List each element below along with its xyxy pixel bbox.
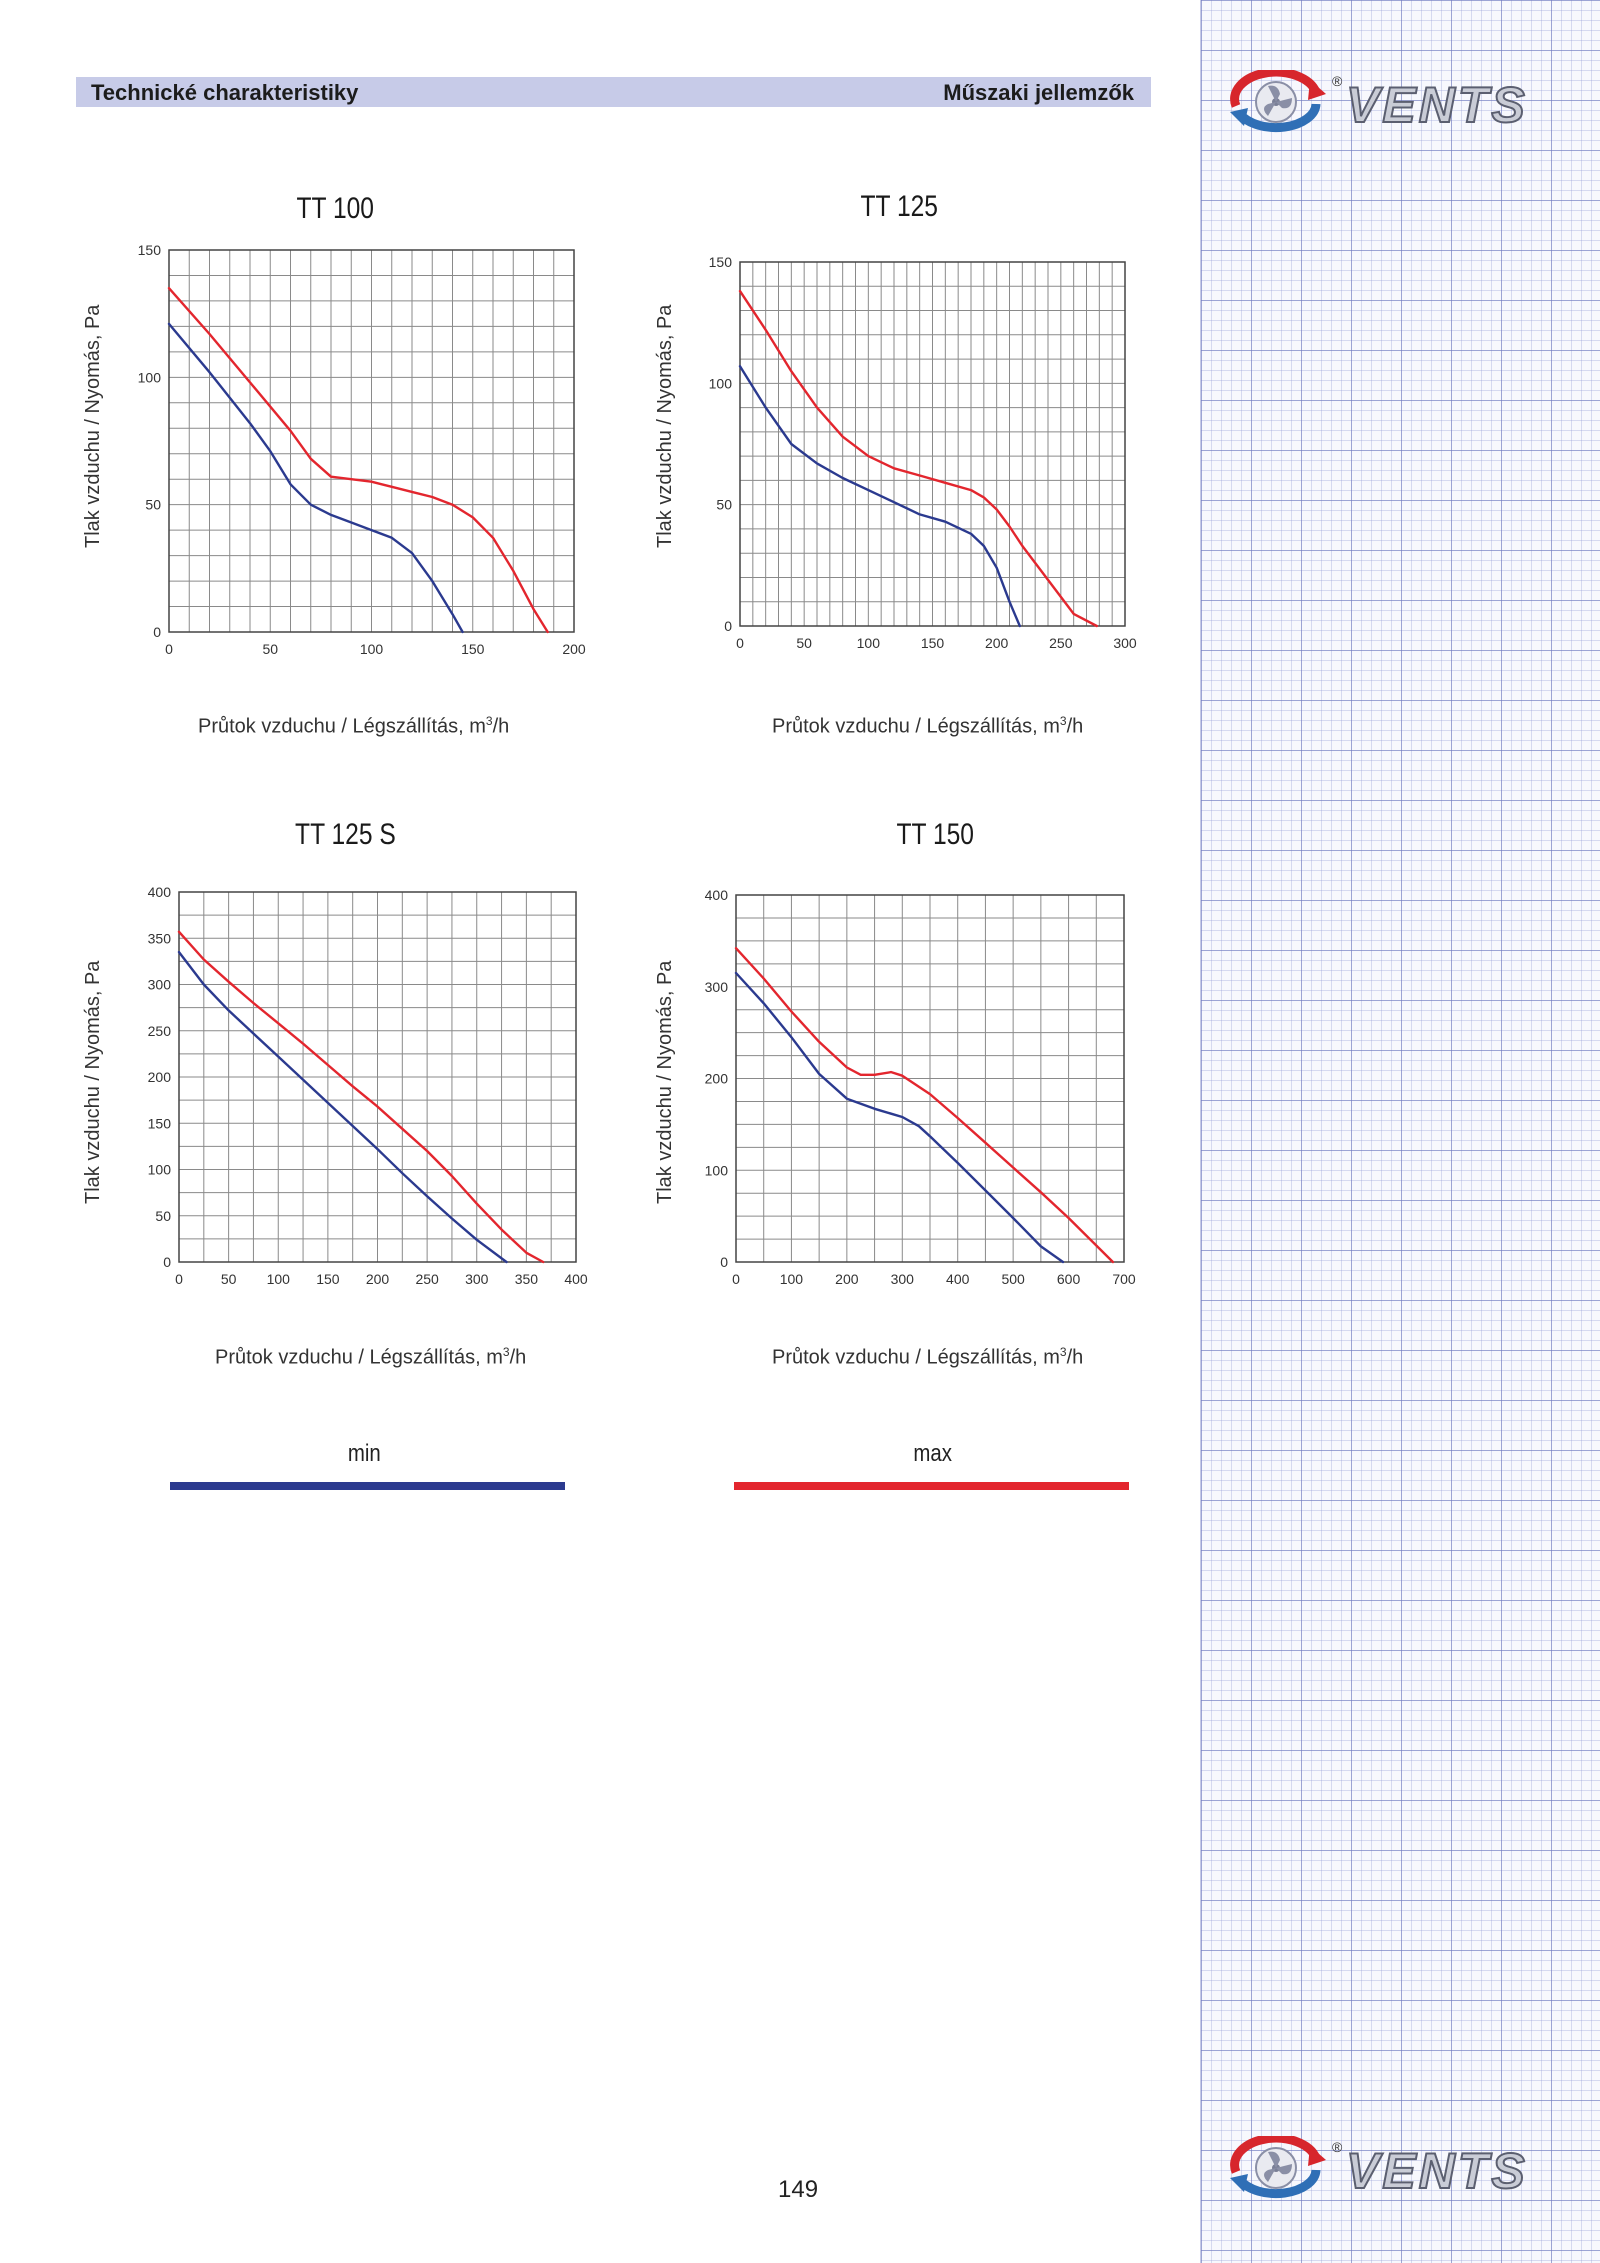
y-tick-label: 150 (709, 254, 733, 270)
plot-frame (178, 891, 577, 1263)
y-tick-label: 250 (148, 1023, 172, 1039)
x-tick-label: 400 (946, 1271, 970, 1287)
header-left-title: Technické charakteristiky (91, 80, 359, 105)
x-tick-label: 400 (564, 1271, 588, 1287)
series-line-min (738, 365, 1021, 628)
registered-mark: ® (1332, 73, 1343, 89)
y-tick-label: 150 (148, 1115, 172, 1131)
x-tick-label: 100 (267, 1271, 291, 1287)
plot-frame (739, 261, 1126, 627)
chart-plot: 0 100 200 300 400 500 600 700 0 100 200 300 400 (705, 887, 1136, 1287)
y-tick-label: 200 (148, 1069, 172, 1085)
series-line-max (177, 930, 545, 1264)
x-tick-label: 600 (1057, 1271, 1081, 1287)
x-tick-label: 300 (891, 1271, 915, 1287)
y-tick-label: 50 (155, 1208, 171, 1224)
chart-title: TT 150 (896, 818, 974, 851)
fan-emblem-icon (1230, 70, 1326, 133)
y-tick-label: 0 (163, 1254, 171, 1270)
y-tick-label: 300 (705, 979, 729, 995)
x-axis-label: Průtok vzduchu / Légszállítás, m3/h (198, 714, 510, 738)
x-tick-label: 250 (415, 1271, 439, 1287)
y-tick-label: 400 (148, 884, 172, 900)
x-tick-label: 150 (316, 1271, 340, 1287)
y-tick-label: 350 (148, 930, 172, 946)
y-tick-label: 100 (705, 1162, 729, 1178)
series-line-min (177, 950, 508, 1264)
y-tick-label: 100 (709, 375, 733, 391)
x-tick-label: 200 (835, 1271, 859, 1287)
series-line-min (167, 322, 464, 634)
x-tick-label: 0 (165, 641, 173, 657)
x-axis-label: Průtok vzduchu / Légszállítás, m3/h (772, 1345, 1084, 1369)
series-line-max (734, 946, 1115, 1264)
vents-logo: ® VENTS (1230, 70, 1528, 134)
x-tick-label: 0 (175, 1271, 183, 1287)
x-tick-label: 200 (562, 641, 586, 657)
x-tick-label: 300 (465, 1271, 489, 1287)
y-tick-label: 150 (138, 242, 162, 258)
header-right-title: Műszaki jellemzők (943, 80, 1134, 105)
vents-logo-footer: ® VENTS (1230, 2136, 1528, 2200)
x-tick-label: 150 (461, 641, 485, 657)
y-tick-label: 50 (716, 497, 732, 513)
legend-min-label: min (347, 1440, 381, 1467)
legend-max-label: max (913, 1440, 952, 1467)
x-tick-label: 0 (732, 1271, 740, 1287)
series-line-max (167, 287, 549, 634)
chart-plot: 0 50 100 150 200 0 50 100 150 (138, 242, 586, 657)
page-number: 149 (778, 2176, 819, 2203)
y-tick-label: 50 (145, 497, 161, 513)
x-tick-label: 300 (1113, 635, 1137, 651)
y-tick-label: 100 (148, 1162, 172, 1178)
y-axis-label: Tlak vzduchu / Nyomás, Pa (654, 304, 676, 548)
chart-title: TT 100 (296, 192, 374, 225)
x-tick-label: 150 (921, 635, 945, 651)
x-tick-label: 100 (857, 635, 881, 651)
y-axis-label: Tlak vzduchu / Nyomás, Pa (82, 960, 104, 1204)
x-tick-label: 100 (780, 1271, 804, 1287)
fan-emblem-icon (1230, 2136, 1326, 2199)
y-tick-label: 0 (724, 618, 732, 634)
y-axis-label: Tlak vzduchu / Nyomás, Pa (82, 304, 104, 548)
x-tick-label: 0 (736, 635, 744, 651)
x-tick-label: 350 (515, 1271, 539, 1287)
plot-frame (168, 249, 575, 633)
y-axis-label: Tlak vzduchu / Nyomás, Pa (654, 960, 676, 1204)
registered-mark: ® (1332, 2139, 1343, 2155)
chart-title: TT 125 (860, 190, 938, 223)
brand-wordmark: VENTS (1346, 2143, 1528, 2199)
chart-plot: 0 50 100 150 200 250 300 0 50 100 150 (709, 254, 1137, 651)
x-tick-label: 250 (1049, 635, 1073, 651)
y-tick-label: 0 (720, 1254, 728, 1270)
y-tick-label: 0 (153, 624, 161, 640)
x-tick-label: 200 (985, 635, 1009, 651)
x-tick-label: 500 (1001, 1271, 1025, 1287)
brand-wordmark: VENTS (1346, 77, 1528, 133)
x-axis-label: Průtok vzduchu / Légszállítás, m3/h (215, 1345, 527, 1369)
x-tick-label: 50 (262, 641, 278, 657)
x-tick-label: 50 (796, 635, 812, 651)
grid (168, 249, 575, 633)
y-tick-label: 400 (705, 887, 729, 903)
x-tick-label: 200 (366, 1271, 390, 1287)
x-tick-label: 50 (221, 1271, 237, 1287)
y-tick-label: 100 (138, 369, 162, 385)
y-tick-label: 300 (148, 977, 172, 993)
chart-title: TT 125 S (295, 818, 396, 851)
legend-min-swatch (170, 1482, 565, 1490)
graph-paper-sidebar (1200, 0, 1600, 2263)
x-tick-label: 700 (1112, 1271, 1136, 1287)
x-axis-label: Průtok vzduchu / Légszállítás, m3/h (772, 714, 1084, 738)
chart-plot: 0 50 100 150 200 250 300 350 400 0 50 100 150 200 250 3… (148, 884, 588, 1287)
legend-max-swatch (734, 1482, 1129, 1490)
x-tick-label: 100 (360, 641, 384, 657)
y-tick-label: 200 (705, 1071, 729, 1087)
header-band (76, 77, 1151, 107)
series-line-max (738, 289, 1098, 628)
series-line-min (734, 971, 1065, 1264)
plot-frame (735, 894, 1125, 1263)
